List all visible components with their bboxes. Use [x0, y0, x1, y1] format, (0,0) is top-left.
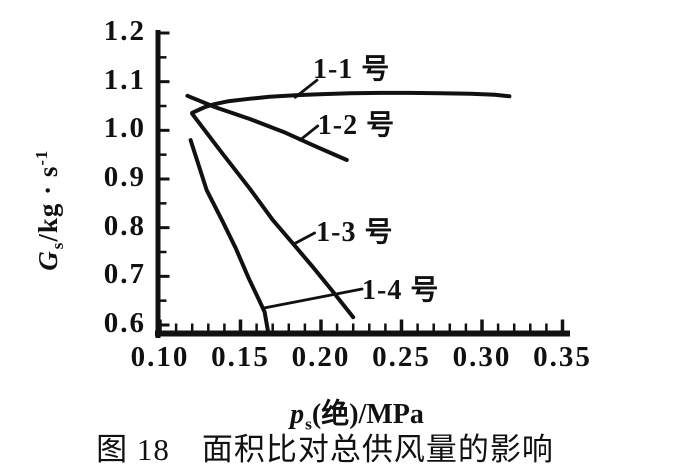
x-axis-symbol-subscript: s [305, 414, 312, 434]
series-label-1-2号: 1-2 号 [317, 109, 396, 141]
x-tick-label: 0.35 [533, 341, 592, 373]
series-label-1-1号: 1-1 号 [312, 53, 391, 85]
curve-1-3号 [190, 111, 356, 320]
figure-caption: 图 18 面积比对总供风量的影响 [96, 432, 554, 467]
y-tick-label: 1.0 [103, 112, 146, 145]
series-label-1-3号: 1-3 号 [316, 216, 394, 248]
x-axis-unit: (绝)/MPa [311, 399, 424, 430]
x-tick-label: 0.15 [211, 341, 270, 373]
pointer-line-1-3号 [293, 231, 316, 245]
x-tick-label: 0.30 [452, 341, 512, 373]
curve-1-1号 [190, 90, 512, 115]
x-tick-label: 0.10 [130, 341, 190, 373]
x-tick-label: 0.25 [372, 341, 431, 373]
y-tick-label: 1.2 [103, 15, 146, 47]
y-axis-unit-exponent: -1 [31, 149, 51, 166]
x-axis-symbol: p [290, 399, 305, 430]
series-label-1-4号: 1-4 号 [362, 274, 440, 306]
x-tick-label: 0.20 [291, 341, 351, 373]
pointer-line-1-2号 [298, 124, 320, 142]
y-tick-label: 0.6 [103, 307, 146, 339]
y-tick-label: 1.1 [103, 63, 146, 96]
pointer-line-1-4号 [262, 287, 364, 310]
pointer-line-1-1号 [293, 78, 319, 99]
y-tick-label: 0.8 [103, 209, 146, 242]
y-axis-symbol-subscript: s [48, 241, 68, 250]
curve-1-2号 [185, 93, 349, 162]
y-tick-label: 0.9 [103, 161, 146, 193]
curve-1-4号 [188, 138, 270, 333]
y-tick-label: 0.7 [103, 258, 146, 291]
x-axis-title: ps(绝)/MPa [207, 392, 507, 435]
